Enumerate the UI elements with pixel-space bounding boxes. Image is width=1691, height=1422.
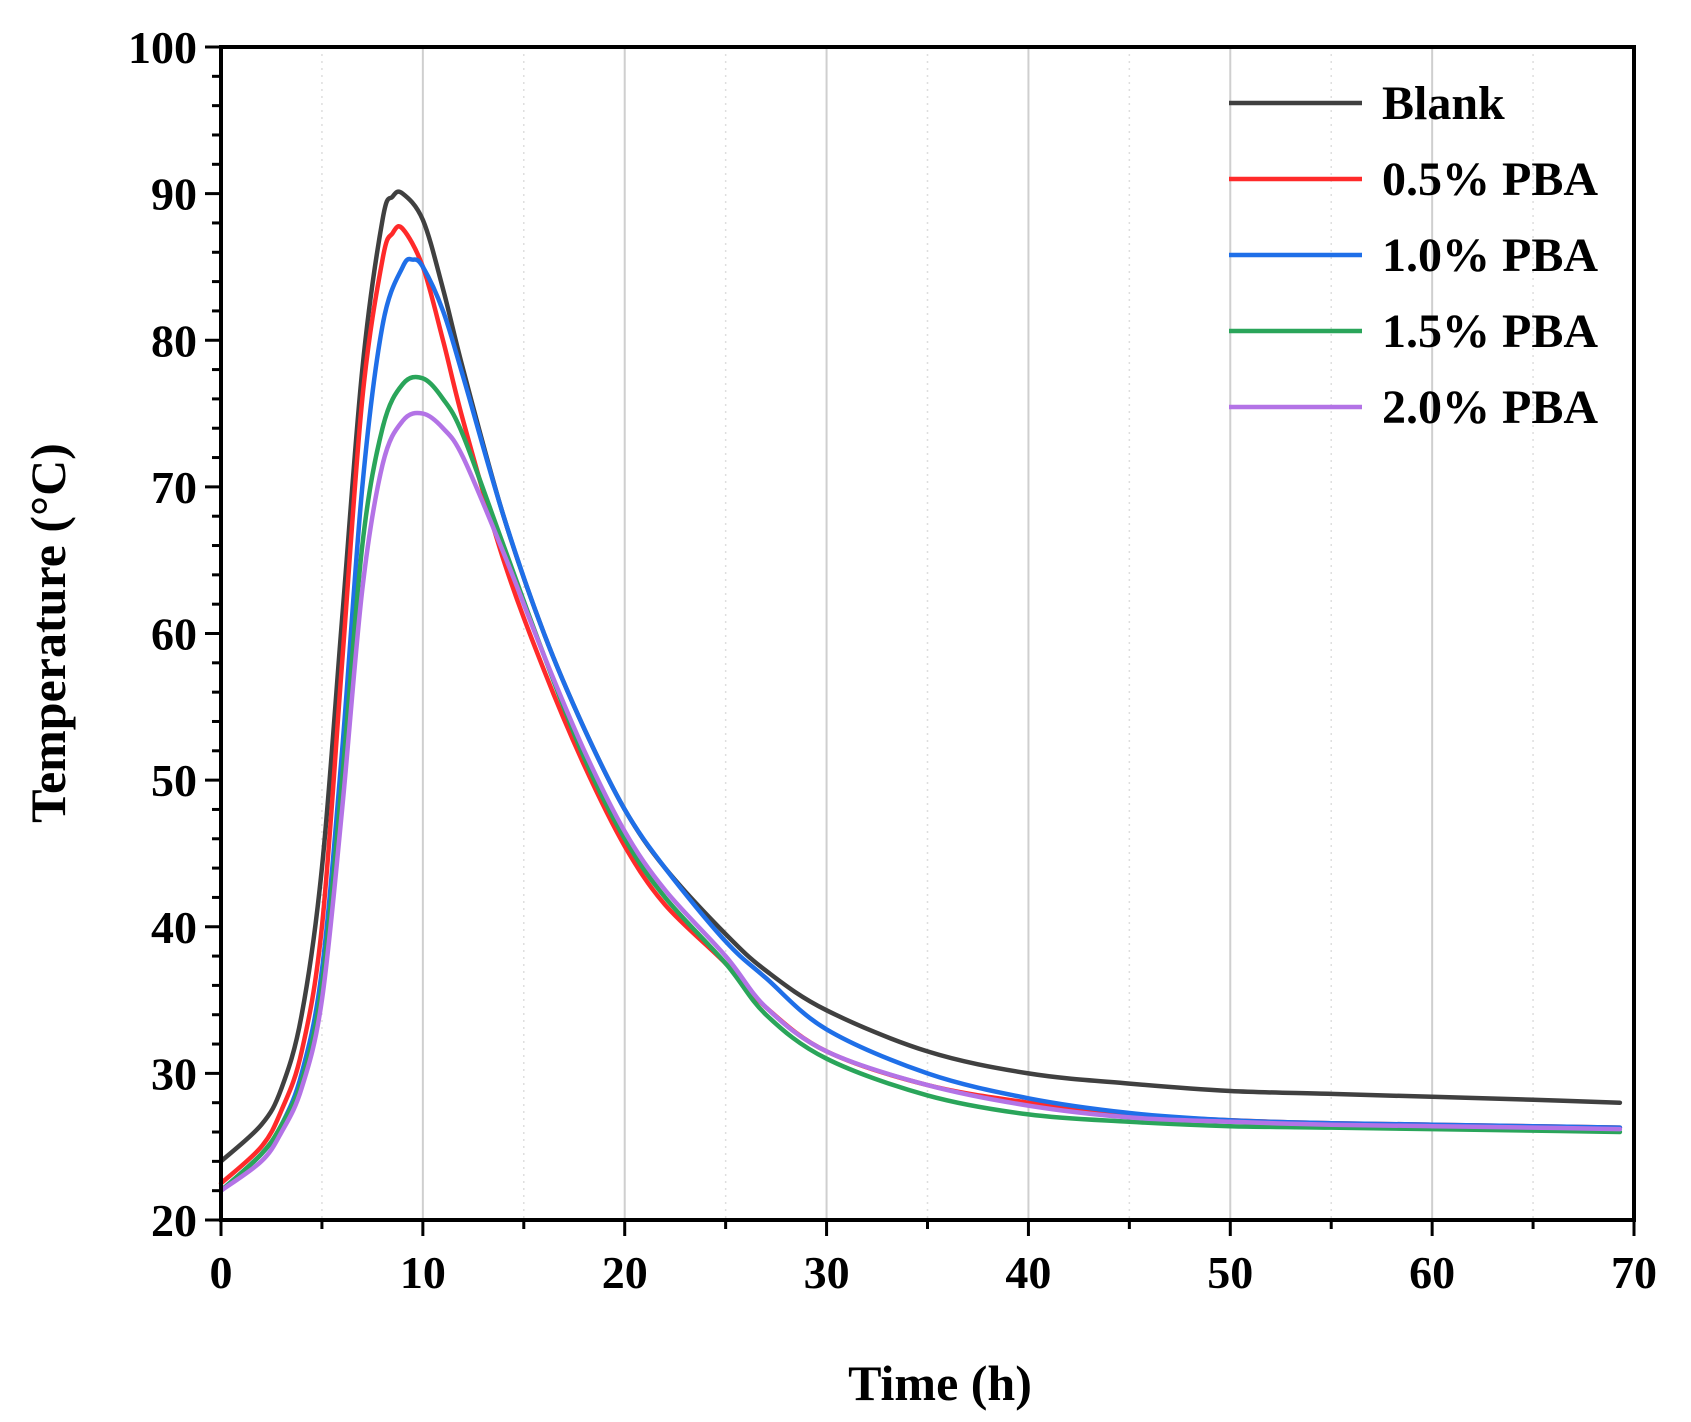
legend-label-2: 1.0% PBA — [1382, 229, 1598, 282]
series-line-2 — [218, 256, 1623, 1193]
x-tick-label: 10 — [400, 1247, 446, 1298]
legend-label-3: 1.5% PBA — [1382, 305, 1598, 358]
y-tick-label: 60 — [151, 609, 197, 660]
y-tick-label: 40 — [151, 902, 197, 953]
y-tick-label: 80 — [151, 315, 197, 366]
y-tick-label: 30 — [151, 1048, 197, 1099]
y-axis-title: Temperature (°C) — [20, 443, 76, 823]
plot-lines — [218, 189, 1623, 1193]
x-tick-label: 60 — [1409, 1247, 1455, 1298]
gridlines — [321, 47, 1534, 1220]
y-tick-label: 20 — [151, 1195, 197, 1246]
x-tick-label: 50 — [1207, 1247, 1253, 1298]
x-tick-label: 70 — [1611, 1247, 1657, 1298]
y-tick-label: 100 — [128, 22, 197, 73]
legend-label-1: 0.5% PBA — [1382, 153, 1598, 206]
x-tick-label: 30 — [804, 1247, 850, 1298]
legend: Blank 0.5% PBA 1.0% PBA 1.5% PBA 2.0% PBA — [1229, 77, 1598, 434]
x-tick-label: 40 — [1005, 1247, 1051, 1298]
tick-labels: 0 10 20 30 40 50 60 70 20 30 40 50 60 70 80 90 100 — [128, 22, 1657, 1298]
y-tick-label: 90 — [151, 169, 197, 220]
legend-label-0: Blank — [1382, 77, 1505, 130]
legend-label-4: 2.0% PBA — [1382, 381, 1598, 434]
y-tick-label: 50 — [151, 755, 197, 806]
series-line-4 — [218, 410, 1623, 1193]
x-tick-label: 0 — [210, 1247, 233, 1298]
axis-ticks — [205, 45, 1636, 1236]
x-tick-label: 20 — [602, 1247, 648, 1298]
x-axis-title: Time (h) — [848, 1355, 1032, 1411]
y-tick-label: 70 — [151, 462, 197, 513]
